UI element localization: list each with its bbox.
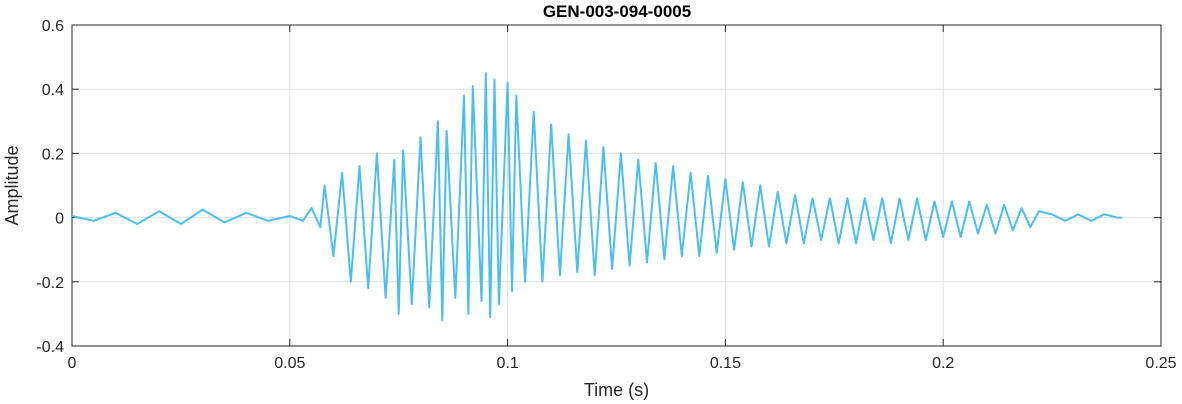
x-tick-label: 0: [68, 355, 77, 372]
series-layer: [71, 72, 1122, 322]
y-tick-label: 0.2: [42, 146, 64, 163]
y-tick-label: 0.4: [42, 82, 64, 99]
y-tick-label: -0.2: [36, 275, 64, 292]
x-axis-label: Time (s): [584, 380, 649, 400]
y-tick-label: 0: [55, 211, 64, 228]
y-tick-label: -0.4: [36, 339, 64, 356]
plot-area: [71, 24, 1162, 347]
x-tick-label: 0.2: [932, 355, 954, 372]
series-line: [71, 72, 1122, 322]
x-tick-label: 0.25: [1145, 355, 1176, 372]
y-axis-label: Amplitude: [2, 145, 22, 225]
axis-ticks: 0 0.05 0.1 0.15 0.2 0.25 -0.4 -0.2 0 0.2 0.4 0.6: [36, 18, 1176, 372]
x-tick-label: 0.1: [496, 355, 518, 372]
x-tick-label: 0.05: [274, 355, 305, 372]
y-tick-label: 0.6: [42, 18, 64, 35]
chart-title: GEN-003-094-0005: [543, 2, 691, 21]
x-tick-label: 0.15: [710, 355, 741, 372]
